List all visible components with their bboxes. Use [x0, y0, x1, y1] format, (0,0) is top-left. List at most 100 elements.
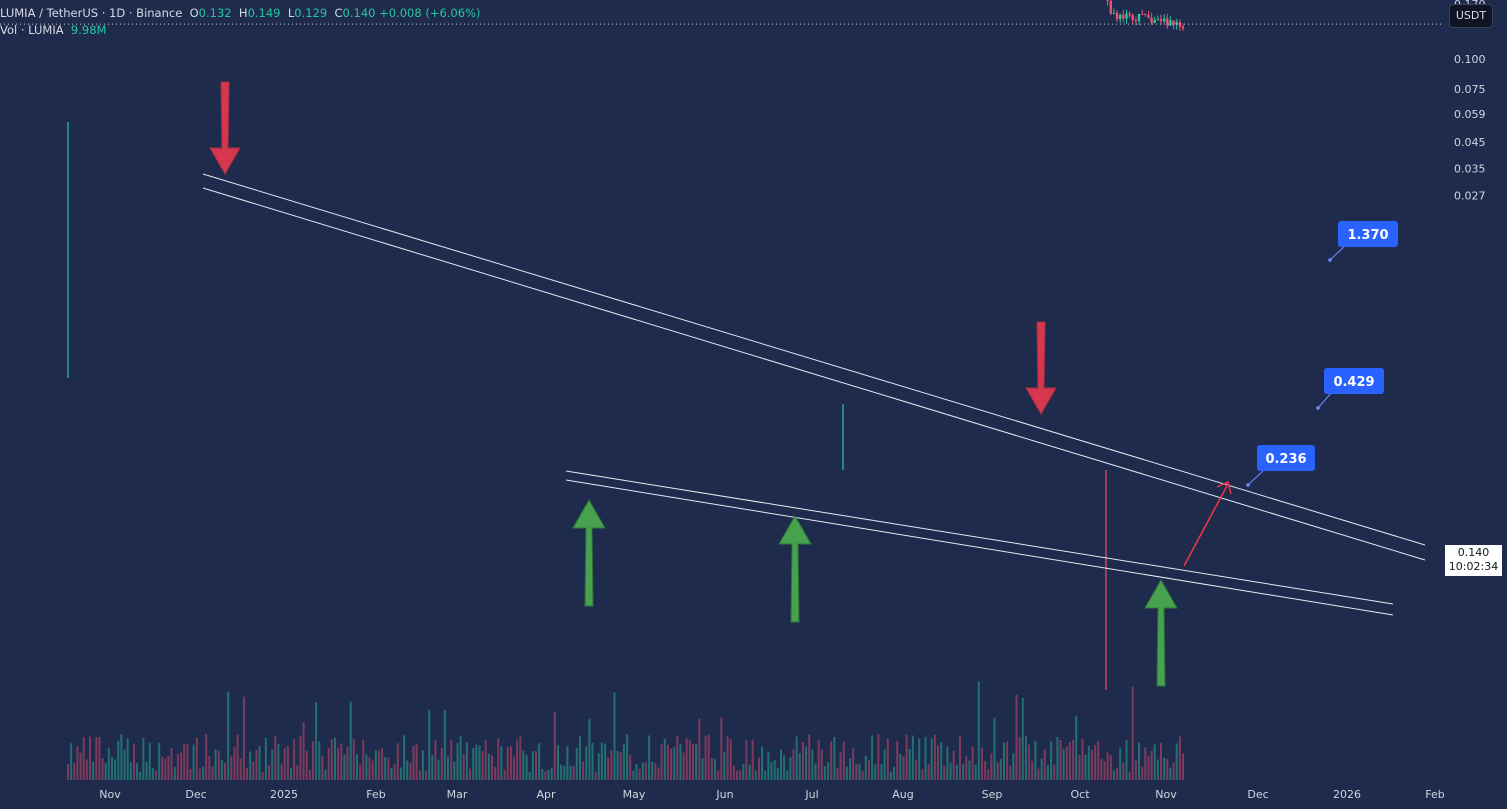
x-tick-label: Aug: [892, 788, 913, 801]
volume-bar: [971, 746, 974, 780]
volume-bar: [1128, 771, 1131, 780]
volume-bar: [670, 748, 672, 780]
volume-bar: [695, 744, 698, 780]
volume-bar: [1090, 749, 1093, 780]
candle-body: [1134, 20, 1138, 22]
candle-body: [1175, 22, 1178, 25]
close-value: 0.140: [342, 6, 376, 20]
volume-bar: [726, 736, 729, 780]
volume-bar: [871, 735, 874, 780]
volume-bar: [1053, 764, 1056, 780]
candle-body: [1144, 14, 1147, 15]
volume-bar: [676, 736, 679, 780]
volume-bar: [1021, 698, 1024, 780]
y-tick-label: 0.075: [1454, 83, 1486, 96]
volume-bar: [318, 741, 321, 780]
volume-bar: [657, 767, 660, 780]
volume-bar: [795, 736, 798, 780]
candle-body: [1141, 13, 1144, 15]
volume-bar: [560, 764, 563, 780]
volume-bar: [1153, 744, 1156, 780]
volume-bar: [566, 746, 569, 780]
volume-bar: [789, 757, 792, 780]
target-label: 0.236: [1265, 452, 1306, 467]
lower-trendline: [565, 479, 1394, 616]
volume-bar: [472, 748, 475, 780]
volume-bar: [308, 769, 311, 780]
volume-bar: [456, 743, 459, 780]
volume-bar: [990, 753, 993, 780]
volume-bar: [754, 770, 757, 780]
volume-bar: [553, 711, 556, 780]
candle-body: [1112, 12, 1116, 14]
volume-bar: [977, 681, 980, 780]
countdown: 10:02:34: [1448, 560, 1499, 573]
volume-bar: [877, 734, 880, 780]
volume-bar: [371, 760, 374, 780]
volume-bar: [73, 762, 76, 780]
volume-bar: [126, 738, 129, 780]
candle-body: [1119, 14, 1122, 20]
volume-bar: [692, 743, 694, 780]
volume-bar: [858, 763, 861, 780]
volume-bar: [227, 691, 230, 780]
volume-bar: [949, 762, 952, 780]
volume-bar: [827, 761, 830, 780]
volume-bar: [1034, 741, 1037, 780]
volume-bar: [67, 764, 69, 780]
label-anchor: [1328, 258, 1332, 262]
volume-bar: [802, 742, 804, 780]
volume-bar: [484, 740, 487, 780]
currency-button[interactable]: USDT: [1449, 4, 1493, 28]
x-tick-label: Sep: [982, 788, 1003, 801]
volume-bar: [974, 765, 977, 780]
volume-bar: [465, 742, 468, 780]
volume-bar: [666, 744, 669, 780]
volume-bar: [79, 752, 82, 780]
volume-bar: [1068, 742, 1071, 780]
volume-legend: Vol · LUMIA 9.98M: [0, 23, 106, 37]
volume-bar: [362, 739, 365, 780]
x-tick-label: May: [623, 788, 646, 801]
volume-bar: [588, 719, 591, 780]
volume-bar: [579, 736, 581, 780]
volume-bar: [133, 743, 135, 780]
volume-bar: [823, 766, 826, 780]
volume-bar: [365, 754, 368, 780]
volume-bar: [136, 763, 139, 780]
volume-bar: [849, 758, 852, 780]
volume-bar: [1163, 757, 1166, 780]
volume-bar: [968, 760, 971, 780]
volume-bar: [1075, 715, 1078, 780]
volume-bar: [506, 747, 509, 780]
volume-bar: [409, 762, 412, 780]
volume-bar: [280, 763, 283, 780]
volume-bar: [798, 753, 801, 780]
volume-bar: [377, 750, 380, 780]
x-tick-label: Oct: [1070, 788, 1090, 801]
label-anchor: [1316, 406, 1320, 410]
volume-bar: [356, 754, 358, 780]
volume-bar: [723, 751, 726, 780]
volume-bar: [610, 750, 613, 780]
volume-bar: [613, 692, 616, 780]
volume-bar: [305, 750, 308, 780]
volume-bar: [1169, 767, 1172, 780]
volume-bar: [830, 741, 833, 780]
current-price-label: 0.140 10:02:34: [1445, 545, 1502, 576]
volume-bar: [842, 741, 845, 780]
volume-bar: [748, 764, 751, 780]
volume-bar: [820, 749, 823, 780]
volume-bar: [943, 765, 946, 780]
candle-body: [1109, 0, 1112, 14]
volume-bar: [1138, 742, 1140, 780]
volume-bar: [531, 751, 534, 780]
volume-bar: [151, 767, 154, 780]
volume-bar: [739, 770, 742, 780]
volume-bar: [1084, 754, 1087, 780]
volume-bar: [343, 754, 346, 780]
volume-bar: [500, 746, 503, 780]
y-tick-label: 0.035: [1454, 162, 1486, 175]
